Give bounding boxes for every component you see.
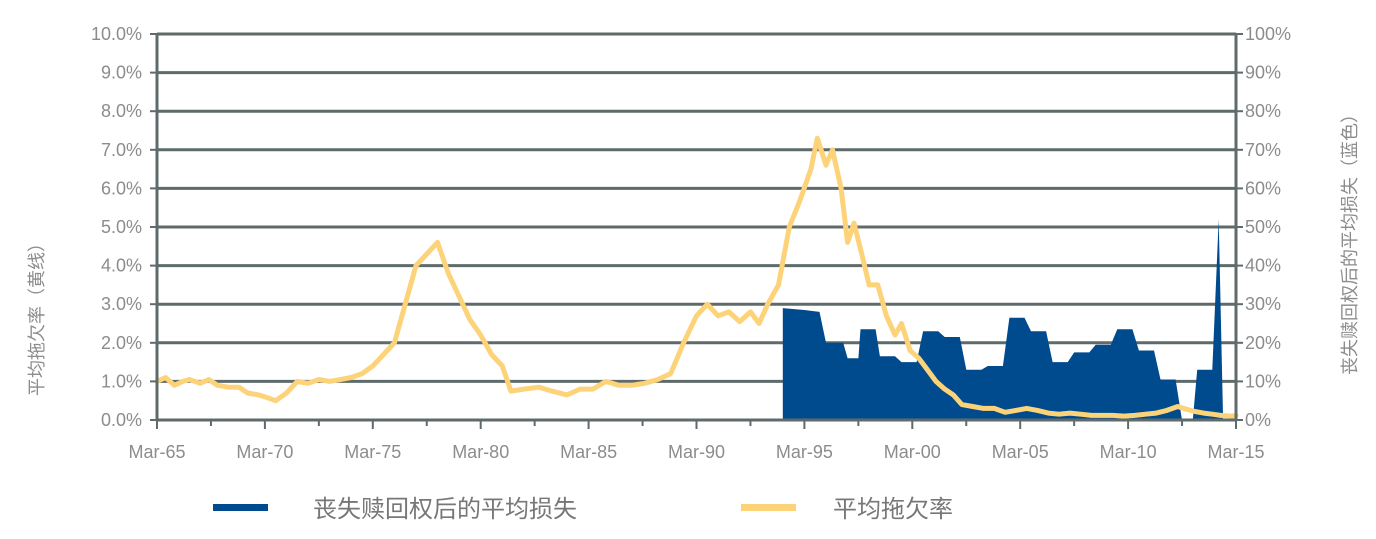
- legend-swatch-delinquency-rate: [741, 504, 796, 511]
- line-delinquency-rate: [154, 135, 1239, 419]
- x-tick-label: Mar-15: [1207, 442, 1264, 462]
- y-right-tick-label: 80%: [1245, 101, 1281, 121]
- legend: 丧失赎回权后的平均损失 平均拖欠率: [213, 495, 953, 523]
- y-left-tick-label: 5.0%: [101, 217, 142, 237]
- left-axis-title: 平均拖欠率（黄线）: [27, 234, 48, 396]
- y-left-tick-label: 1.0%: [101, 371, 142, 391]
- axes: [150, 33, 1243, 429]
- x-tick-label: Mar-10: [1100, 442, 1157, 462]
- x-tick-label: Mar-70: [236, 442, 293, 462]
- y-right-tick-label: 20%: [1245, 333, 1281, 353]
- y-right-tick-label: 30%: [1245, 294, 1281, 314]
- x-tick-label: Mar-80: [452, 442, 509, 462]
- x-tick-label: Mar-85: [560, 442, 617, 462]
- y-left-tick-label: 0.0%: [101, 410, 142, 430]
- y-right-tick-label: 90%: [1245, 63, 1281, 83]
- legend-swatch-foreclosure-loss: [213, 504, 268, 511]
- y-right-tick-label: 10%: [1245, 371, 1281, 391]
- y-left-tick-label: 9.0%: [101, 63, 142, 83]
- y-left-tick-label: 4.0%: [101, 256, 142, 276]
- area-foreclosure-loss: [782, 219, 1224, 420]
- y-left-tick-label: 8.0%: [101, 101, 142, 121]
- y-left-tick-label: 7.0%: [101, 140, 142, 160]
- y-left-tick-label: 3.0%: [101, 294, 142, 314]
- x-tick-label: Mar-65: [128, 442, 185, 462]
- x-axis-tick-labels: Mar-65 Mar-70 Mar-75 Mar-80 Mar-85 Mar-90 Mar-…: [128, 442, 1264, 462]
- foreclosure-loss-area-series: [782, 219, 1224, 420]
- right-axis-title: 丧失赎回权后的平均损失（蓝色）: [1340, 105, 1361, 375]
- legend-label-delinquency-rate: 平均拖欠率: [833, 495, 953, 523]
- y-right-tick-label: 100%: [1245, 24, 1291, 44]
- y-right-tick-label: 70%: [1245, 140, 1281, 160]
- y-right-tick-label: 50%: [1245, 217, 1281, 237]
- y-left-tick-label: 10.0%: [91, 24, 142, 44]
- y-right-tick-label: 40%: [1245, 256, 1281, 276]
- x-tick-label: Mar-00: [884, 442, 941, 462]
- right-axis-tick-labels: 0% 10% 20% 30% 40% 50% 60% 70% 80% 90% 100%: [1245, 24, 1291, 430]
- left-axis-tick-labels: 0.0% 1.0% 2.0% 3.0% 4.0% 5.0% 6.0% 7.0% 8.0% 9.0%…: [91, 24, 142, 430]
- y-left-tick-label: 6.0%: [101, 178, 142, 198]
- x-tick-label: Mar-05: [992, 442, 1049, 462]
- y-right-tick-label: 0%: [1245, 410, 1271, 430]
- x-tick-label: Mar-75: [344, 442, 401, 462]
- delinquency-rate-line-series: [154, 135, 1239, 419]
- y-right-tick-label: 60%: [1245, 178, 1281, 198]
- legend-label-foreclosure-loss: 丧失赎回权后的平均损失: [313, 495, 577, 523]
- x-tick-label: Mar-90: [668, 442, 725, 462]
- y-left-tick-label: 2.0%: [101, 333, 142, 353]
- x-tick-label: Mar-95: [776, 442, 833, 462]
